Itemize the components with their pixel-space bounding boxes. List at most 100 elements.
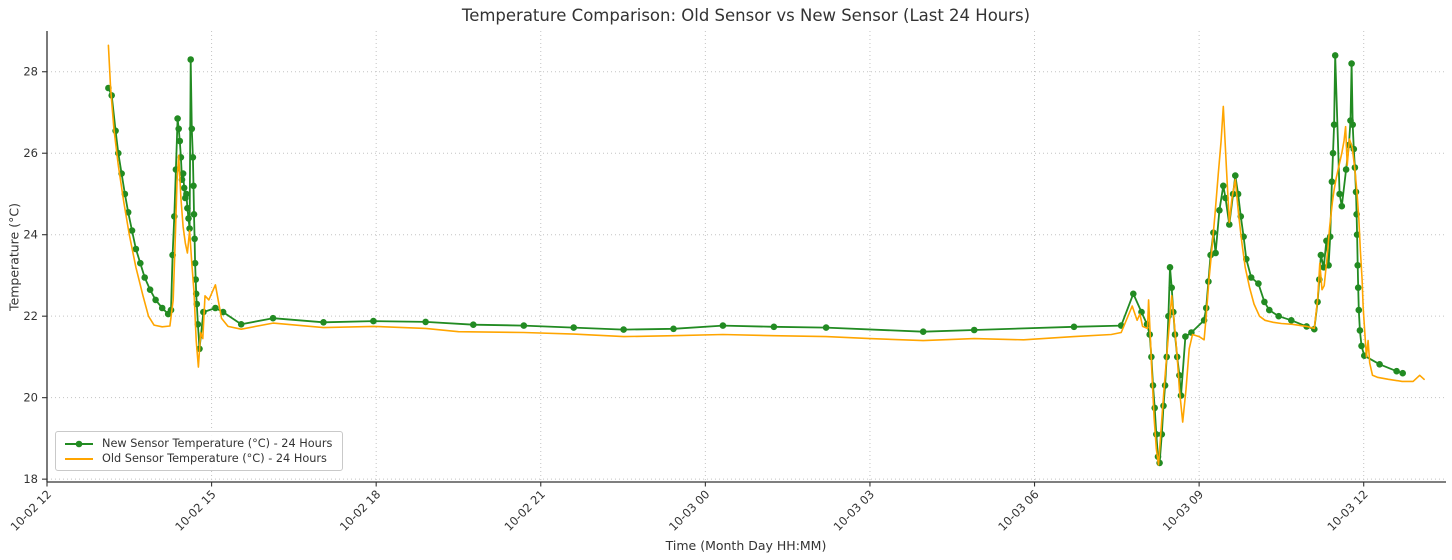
- new-sensor-data-point-marker: [1399, 369, 1406, 377]
- new-sensor-data-point-marker: [188, 125, 196, 133]
- new-sensor-data-point-marker: [152, 296, 159, 304]
- new-sensor-data-point-marker: [184, 204, 191, 212]
- new-sensor-data-point-marker: [212, 304, 219, 312]
- new-sensor-data-point-marker: [185, 215, 192, 222]
- legend: New Sensor Temperature (°C) - 24 Hours Ol…: [55, 431, 344, 471]
- legend-swatch-line: [65, 457, 93, 460]
- new-sensor-data-point-marker: [1070, 323, 1078, 331]
- legend-swatch-line-with-marker: [65, 440, 93, 447]
- x-tick-label: 10-02 18: [337, 487, 383, 533]
- x-tick-label: 10-03 00: [666, 487, 712, 533]
- new-sensor-data-point-marker: [191, 235, 198, 243]
- new-sensor-data-point-marker: [175, 125, 182, 133]
- new-sensor-data-point-marker: [237, 321, 245, 328]
- new-sensor-data-point-marker: [1247, 274, 1255, 281]
- new-sensor-data-point-marker: [422, 318, 429, 326]
- new-sensor-data-point-marker: [919, 328, 927, 336]
- new-sensor-data-point-marker: [1212, 249, 1219, 257]
- new-sensor-data-point-marker: [1182, 333, 1189, 340]
- y-tick-label: 18: [23, 472, 38, 486]
- new-sensor-data-point-marker: [620, 326, 627, 333]
- new-sensor-data-point-marker: [370, 317, 377, 325]
- new-sensor-data-point-marker: [570, 324, 577, 331]
- new-sensor-data-point-marker: [1348, 60, 1355, 67]
- new-sensor-data-point-marker: [128, 227, 136, 234]
- new-sensor-data-point-marker: [179, 170, 187, 177]
- new-sensor-data-point-marker: [1349, 121, 1356, 128]
- new-sensor-data-point-marker: [1216, 207, 1223, 214]
- new-sensor-data-point-marker: [183, 190, 190, 198]
- new-sensor-data-point-marker: [1232, 172, 1239, 179]
- new-sensor-data-point-marker: [1176, 372, 1183, 379]
- new-sensor-data-point-marker: [1266, 306, 1273, 314]
- new-sensor-data-point-marker: [520, 322, 528, 329]
- legend-item: Old Sensor Temperature (°C) - 24 Hours: [64, 452, 332, 465]
- new-sensor-data-point-marker: [146, 286, 154, 294]
- new-sensor-data-point-marker: [180, 184, 188, 192]
- new-sensor-data-point-marker: [670, 325, 677, 333]
- new-sensor-data-point-marker: [470, 321, 477, 329]
- x-tick-label: 10-02 15: [172, 487, 218, 533]
- new-sensor-data-point-marker: [1336, 190, 1343, 198]
- x-tick-label: 10-03 03: [831, 487, 877, 533]
- new-sensor-data-point-marker: [192, 276, 199, 283]
- new-sensor-line: [107, 54, 1404, 464]
- new-sensor-data-point-marker: [970, 326, 978, 334]
- new-sensor-data-point-marker: [186, 225, 193, 232]
- new-sensor-data-point-marker: [1168, 284, 1175, 292]
- new-sensor-data-point-marker: [822, 324, 830, 331]
- new-sensor-data-point-marker: [1331, 52, 1339, 59]
- new-sensor-data-point-marker: [1376, 361, 1383, 368]
- y-tick-label: 24: [23, 228, 38, 242]
- x-tick-label: 10-02 21: [501, 487, 547, 533]
- new-sensor-data-point-marker: [141, 274, 148, 281]
- new-sensor-data-point-marker: [191, 259, 199, 267]
- new-sensor-data-point-marker: [1261, 298, 1268, 306]
- new-sensor-data-point-marker: [1226, 221, 1233, 228]
- new-sensor-data-point-marker: [1393, 367, 1400, 375]
- y-tick-label: 26: [23, 146, 38, 160]
- new-sensor-data-point-marker: [132, 245, 140, 253]
- x-tick-label: 10-02 12: [8, 487, 54, 533]
- new-sensor-data-point-marker: [1317, 251, 1325, 259]
- new-sensor-data-point-marker: [1255, 280, 1262, 287]
- y-tick-label: 22: [23, 309, 38, 323]
- new-sensor-data-point-marker: [1354, 262, 1361, 269]
- x-axis-title: Time (Month Day HH:MM): [665, 538, 827, 553]
- new-sensor-data-point-marker: [1342, 166, 1350, 173]
- x-tick-label: 10-03 06: [995, 487, 1041, 533]
- new-sensor-data-point-marker: [719, 322, 727, 329]
- new-sensor-data-point-marker: [1355, 306, 1363, 314]
- y-tick-label: 28: [23, 65, 38, 79]
- new-sensor-data-point-marker: [190, 182, 197, 190]
- new-sensor-data-point-marker: [1166, 264, 1174, 271]
- new-sensor-data-point-marker: [770, 323, 778, 331]
- new-sensor-data-point-marker: [320, 319, 327, 326]
- new-sensor-data-point-marker: [1338, 202, 1346, 210]
- legend-marker-dot: [75, 440, 83, 447]
- new-sensor-data-point-marker: [1288, 317, 1295, 324]
- new-sensor-data-point-marker: [158, 304, 166, 312]
- x-tick-label: 10-03 12: [1324, 487, 1370, 533]
- new-sensor-data-point-marker: [1330, 121, 1338, 128]
- new-sensor-data-point-marker: [176, 137, 184, 145]
- legend-item: New Sensor Temperature (°C) - 24 Hours: [64, 437, 332, 450]
- chart-title: Temperature Comparison: Old Sensor vs Ne…: [461, 6, 1031, 25]
- new-sensor-data-point-marker: [189, 154, 197, 161]
- new-sensor-data-point-marker: [1158, 431, 1166, 438]
- new-sensor-data-point-marker: [174, 115, 181, 122]
- new-sensor-data-point-marker: [187, 56, 194, 63]
- new-sensor-data-point-marker: [269, 314, 277, 322]
- new-sensor-data-point-marker: [1220, 182, 1227, 190]
- old-sensor-line: [107, 44, 1425, 466]
- new-sensor-data-point-marker: [1356, 327, 1364, 334]
- new-sensor-data-point-marker: [1329, 149, 1337, 157]
- new-sensor-data-point-marker: [190, 211, 198, 218]
- new-sensor-data-point-marker: [137, 259, 144, 267]
- new-sensor-data-point-marker: [1354, 284, 1362, 292]
- new-sensor-data-point-marker: [1328, 178, 1336, 185]
- new-sensor-data-point-marker: [1151, 404, 1158, 412]
- new-sensor-data-point-marker: [1130, 290, 1137, 298]
- new-sensor-data-point-marker: [1275, 312, 1282, 320]
